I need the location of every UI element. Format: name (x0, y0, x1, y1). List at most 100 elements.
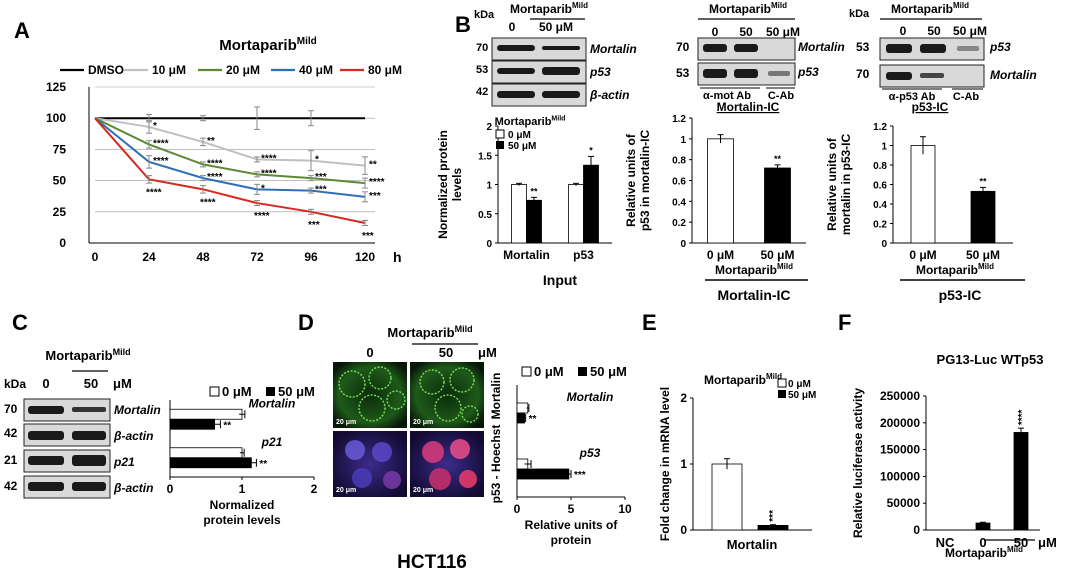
panel-letter-a: A (14, 18, 30, 43)
legend-label: 50 μM (590, 364, 627, 379)
mw: 42 (4, 426, 18, 440)
significance-label: **** (1017, 409, 1028, 425)
bar (707, 138, 734, 244)
kda-label: kDa (4, 377, 26, 391)
bar (516, 402, 529, 414)
band (28, 456, 64, 465)
band (497, 45, 535, 51)
x-category-label: 50 μM (760, 248, 794, 262)
band (28, 482, 64, 491)
category-label: Mortalin (249, 396, 296, 410)
band (72, 482, 106, 491)
lane-label: 0 (712, 25, 719, 39)
legend-label: 0 μM (534, 364, 564, 379)
significance-label: ** (529, 414, 537, 425)
blot-strip (23, 475, 111, 499)
panel-d-microscopy: MortaparibMild 0 50 μM 20 μm 20 μm 20 μm… (333, 324, 503, 503)
legend-swatch (495, 129, 505, 139)
lane-label: 50 μM (953, 24, 987, 38)
protein: Mortalin (798, 40, 845, 54)
blot-strip (23, 423, 111, 447)
legend-title: MortaparibMild (704, 372, 782, 387)
panel-a-title: MortaparibMild (219, 36, 317, 54)
significance-label: *** (315, 185, 327, 196)
band (703, 69, 727, 78)
bar (526, 199, 542, 244)
legend-label: 0 μM (788, 379, 811, 390)
legend-swatch (521, 366, 532, 377)
y-tick-label: 50000 (887, 496, 921, 510)
y-tick-label: 1 (680, 135, 686, 146)
significance-label: *** (369, 191, 381, 202)
x-category-label: 50 μM (966, 248, 1000, 262)
blot-strip-actin (491, 83, 587, 107)
bar (583, 164, 599, 244)
y-tick-label: 0 (680, 239, 686, 250)
y-tick-label: 125 (46, 80, 66, 94)
lane-label: 50 (739, 25, 753, 39)
series-line (94, 117, 366, 185)
y-tick-label: 200000 (880, 416, 920, 430)
significance-label: *** (308, 220, 320, 231)
band (72, 407, 106, 412)
legend-swatch (778, 390, 786, 398)
protein-mortalin: Mortalin (590, 42, 637, 56)
scale-bar-label: 20 μm (413, 419, 433, 426)
panel-d-chart: 0 5 10 Relative units of protein ** Mortalin **… (514, 364, 632, 547)
lane-label: 50 (84, 376, 98, 391)
y-axis-label: Relative units ofp53 in mortalin-IC (624, 129, 652, 231)
y-tick-label: 2 (486, 122, 492, 133)
kda-label: kDa (474, 9, 495, 21)
scale-bar-label: 20 μm (336, 419, 356, 426)
group-label: MortaparibMild (945, 545, 1023, 560)
y-tick-label: 0.4 (672, 197, 686, 208)
panel-a-legend: DMSO 10 μM 20 μM 40 μM 80 μM (60, 63, 402, 77)
y-tick-label: 1.2 (672, 114, 686, 125)
group-caption: Mortalin-IC (717, 287, 790, 303)
scale-bar-label: 20 μm (336, 487, 356, 494)
antibody-label: C-Ab (768, 90, 795, 102)
blot-treatment-label: MortaparibMild (45, 347, 130, 363)
blot-treatment-label: MortaparibMild (387, 324, 472, 340)
protein: β-actin (113, 429, 153, 443)
band (920, 44, 946, 53)
significance-label: **** (369, 177, 385, 188)
x-tick-label: 48 (196, 250, 210, 264)
protein: Mortalin (114, 403, 161, 417)
significance-label: ** (259, 459, 267, 470)
protein: p21 (113, 455, 135, 469)
bar (169, 457, 252, 469)
band (734, 69, 758, 78)
significance-label: **** (207, 158, 223, 169)
y-tick-label: 0.8 (873, 161, 887, 172)
lane-label: 50 (927, 24, 941, 38)
blot-strip-p53 (491, 60, 587, 84)
legend-label: 0 μM (222, 384, 252, 399)
x-category-label: 50 (1014, 535, 1028, 550)
x-axis-label: Input (543, 272, 578, 288)
y-tick-label: 100000 (880, 469, 920, 483)
significance-label: ** (369, 160, 377, 171)
legend-label: 0 μM (508, 130, 531, 141)
x-category-label: NC (936, 535, 955, 550)
bar (764, 167, 791, 244)
bar (169, 408, 243, 420)
significance-label: ** (774, 154, 782, 164)
y-axis-label: Relative units ofmortalin in p53-IC (825, 133, 853, 235)
y-tick-label: 250000 (880, 389, 920, 403)
y-tick-label: 0.6 (672, 177, 686, 188)
blot-treatment-label: MortaparibMild (709, 1, 787, 16)
y-tick-label: 0.4 (873, 200, 887, 211)
y-tick-label: 0.5 (478, 210, 492, 221)
panel-letter-d: D (298, 310, 314, 335)
blot-strip (23, 398, 111, 422)
significance-label: *** (768, 510, 779, 522)
y-axis-label: Fold change in mRNA level (658, 387, 672, 541)
group-caption: p53-IC (939, 287, 982, 303)
panel-b-p53-ic-blot: kDa MortaparibMild 0 50 50 μM 53 70 p53 … (849, 1, 1037, 114)
band (72, 455, 106, 466)
legend-label: 10 μM (152, 63, 186, 77)
significance-label: **** (254, 211, 270, 222)
panel-letter-c: C (12, 310, 28, 335)
